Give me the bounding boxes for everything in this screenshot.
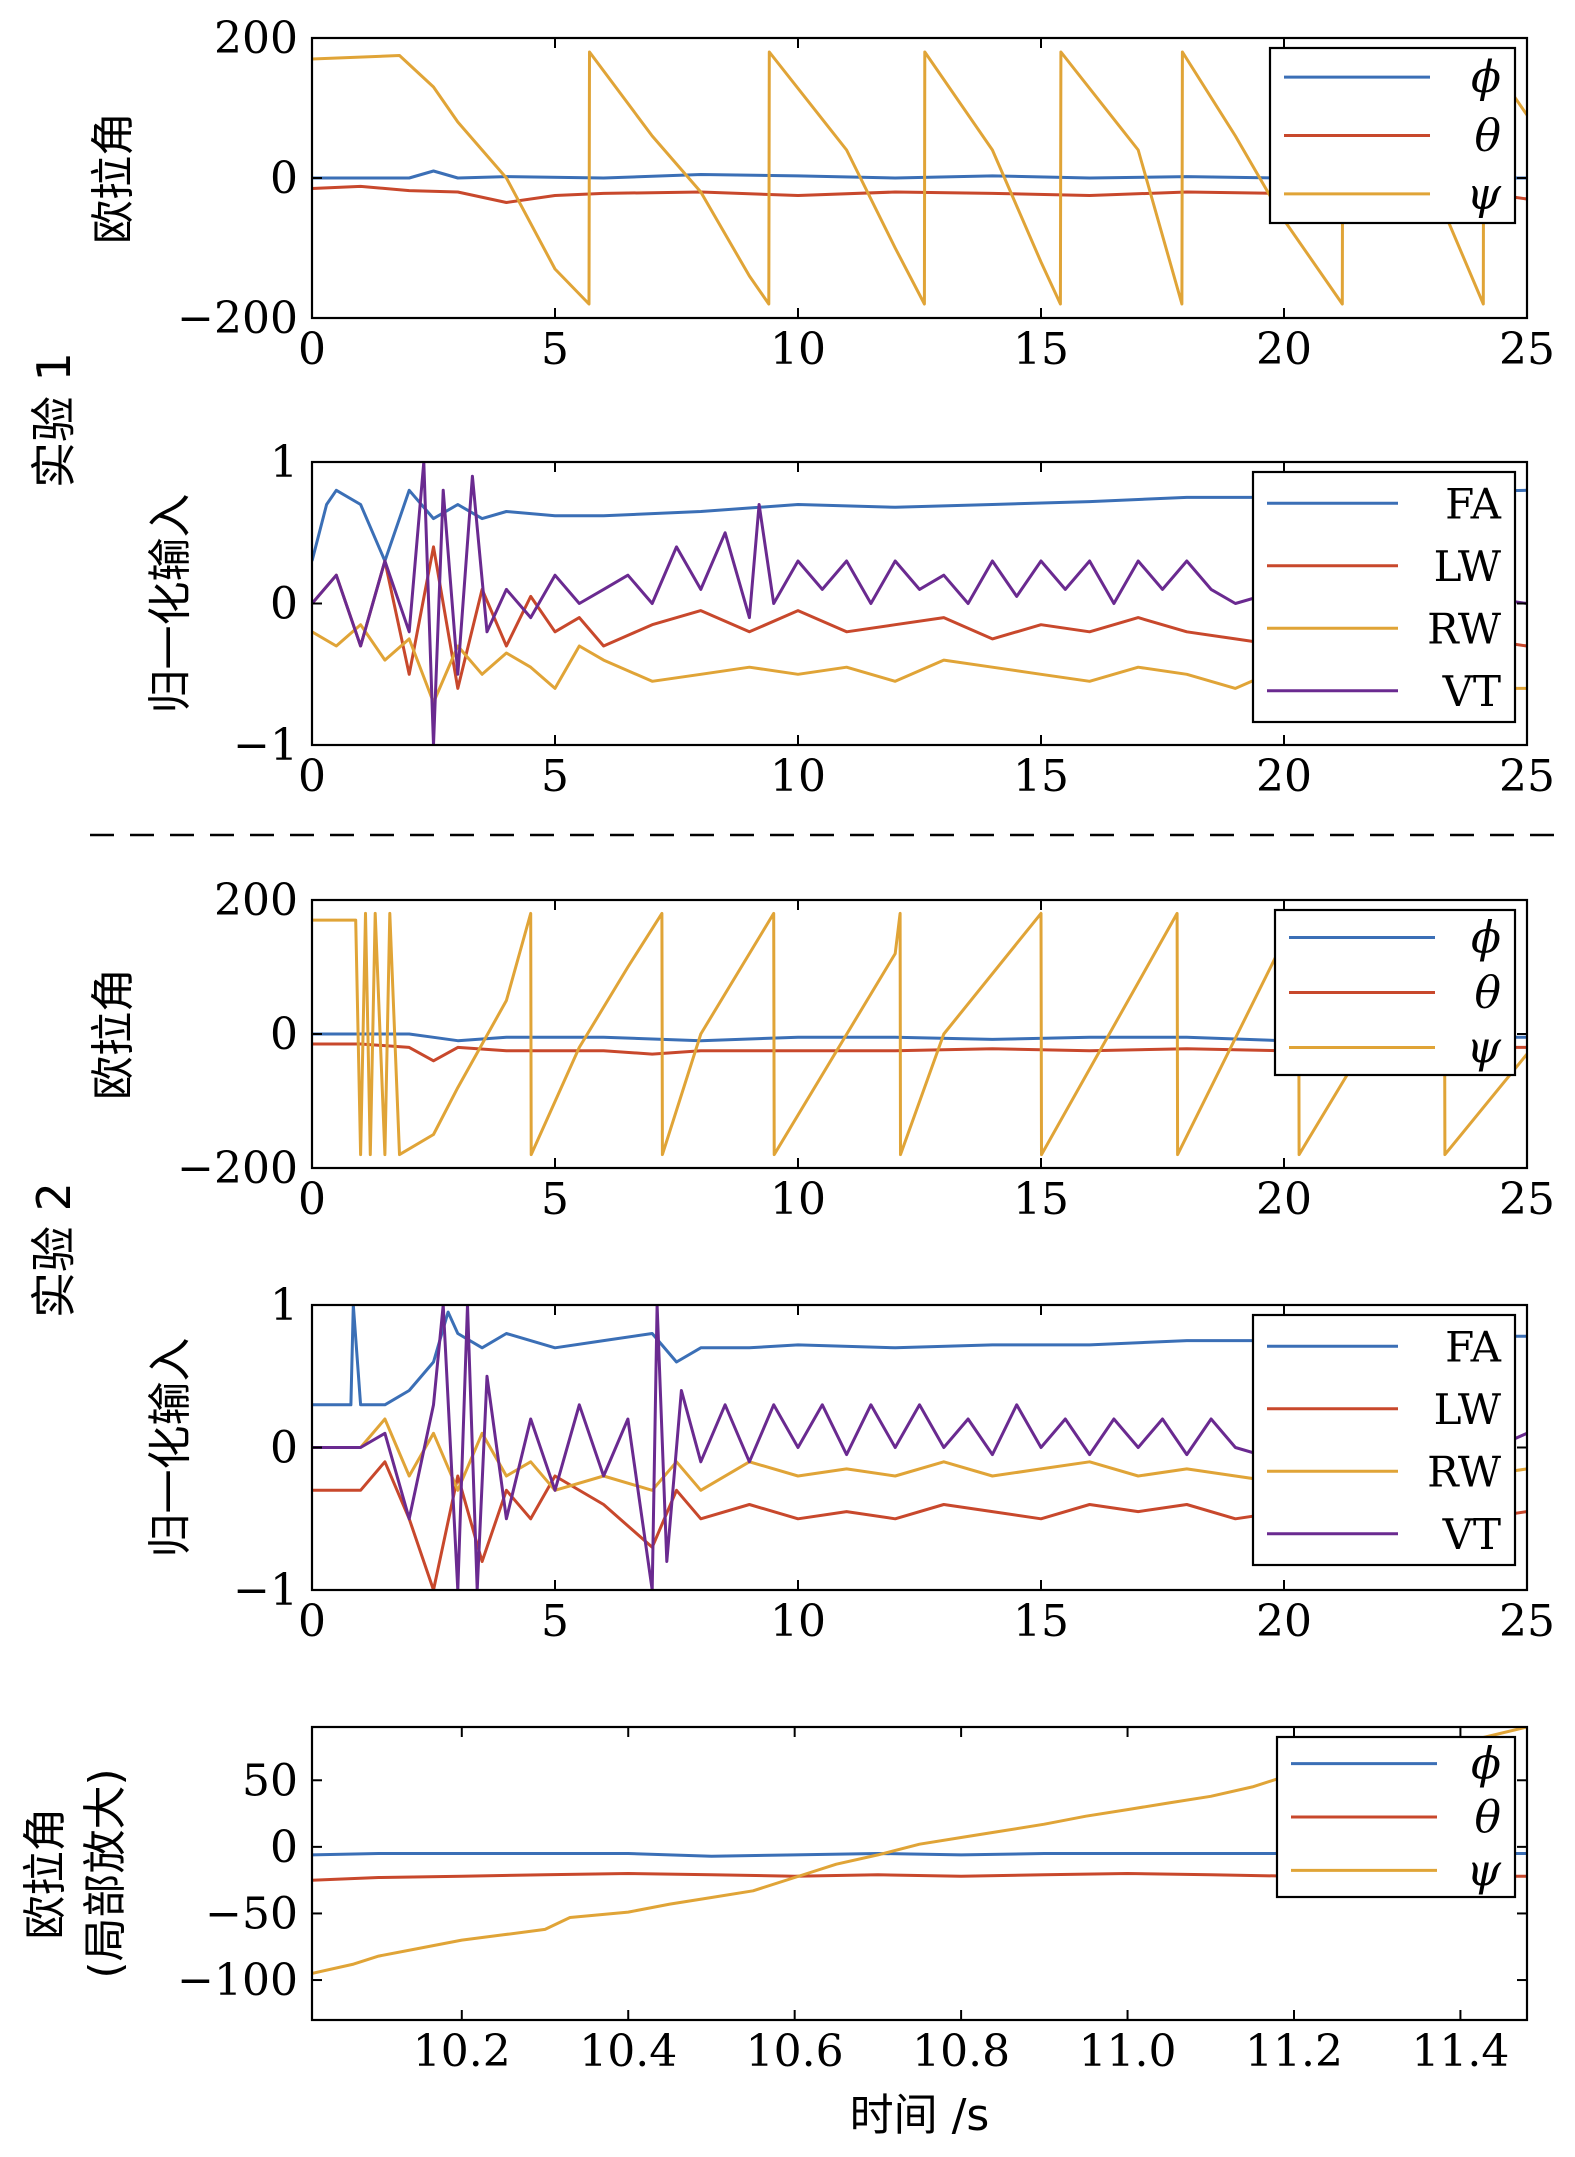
legend-label-theta: θ bbox=[1475, 968, 1502, 1019]
legend-label-psi: ψ bbox=[1466, 169, 1501, 220]
legend-label-VT: VT bbox=[1442, 667, 1501, 716]
y-axis-label: 欧拉角 bbox=[88, 968, 139, 1100]
y-tick-label: 200 bbox=[214, 13, 298, 64]
series-line-FA bbox=[312, 1305, 1527, 1407]
y-tick-label: 0 bbox=[270, 579, 298, 630]
y-tick-label: 0 bbox=[270, 1423, 298, 1474]
x-tick-label: 10 bbox=[770, 1174, 826, 1225]
x-tick-label: 15 bbox=[1013, 324, 1069, 375]
y-tick-label: 1 bbox=[270, 1280, 298, 1331]
legend: ϕθψ bbox=[1268, 46, 1517, 225]
legend-label-phi: ϕ bbox=[1471, 52, 1501, 103]
x-tick-label: 0 bbox=[298, 751, 326, 802]
legend-label-phi: ϕ bbox=[1471, 1739, 1501, 1790]
group-label-2: 实验 2 bbox=[27, 1182, 81, 1318]
x-tick-label: 25 bbox=[1499, 324, 1555, 375]
y-tick-label: 200 bbox=[214, 875, 298, 926]
x-tick-label: 11.4 bbox=[1411, 2026, 1509, 2077]
series-line-VT bbox=[312, 462, 1527, 745]
legend-label-VT: VT bbox=[1442, 1510, 1501, 1559]
legend-label-phi: ϕ bbox=[1471, 913, 1501, 964]
y-tick-label: −1 bbox=[233, 1565, 298, 1616]
x-tick-label: 20 bbox=[1256, 324, 1312, 375]
x-tick-label: 15 bbox=[1013, 751, 1069, 802]
legend-label-FA: FA bbox=[1445, 1322, 1501, 1371]
legend-label-psi: ψ bbox=[1466, 1023, 1501, 1074]
legend-label-theta: θ bbox=[1475, 1792, 1502, 1843]
x-tick-label: 0 bbox=[298, 1596, 326, 1647]
chart-exp2_euler_zoom: 10.2 10.4 10.6 10.8 11.0 11.2 11.4 −100 −50 0 50 欧拉… bbox=[20, 1725, 1529, 2141]
x-tick-label: 20 bbox=[1256, 751, 1312, 802]
x-tick-label: 20 bbox=[1256, 1174, 1312, 1225]
legend-label-psi: ψ bbox=[1466, 1845, 1501, 1896]
x-axis-label: 时间 /s bbox=[850, 2090, 990, 2141]
x-tick-label: 0 bbox=[298, 324, 326, 375]
y-tick-label: 0 bbox=[270, 1009, 298, 1060]
axes-frame bbox=[310, 1725, 1529, 2022]
x-tick-label: 10 bbox=[770, 1596, 826, 1647]
y-tick-label: 0 bbox=[270, 153, 298, 204]
x-tick-label: 10.8 bbox=[912, 2026, 1010, 2077]
x-tick-label: 5 bbox=[541, 1174, 569, 1225]
y-tick-label: −50 bbox=[205, 1888, 298, 1939]
x-tick-label: 20 bbox=[1256, 1596, 1312, 1647]
x-tick-label: 10.4 bbox=[579, 2026, 677, 2077]
legend-box bbox=[1251, 470, 1517, 724]
x-tick-label: 11.2 bbox=[1245, 2026, 1343, 2077]
y-tick-label: 1 bbox=[270, 437, 298, 488]
x-tick-label: 5 bbox=[541, 1596, 569, 1647]
group-label-1: 实验 1 bbox=[27, 352, 81, 488]
y-tick-label: −200 bbox=[177, 1143, 298, 1194]
x-tick-label: 25 bbox=[1499, 751, 1555, 802]
x-tick-label: 5 bbox=[541, 751, 569, 802]
x-tick-label: 10 bbox=[770, 751, 826, 802]
y-tick-label: −100 bbox=[177, 1955, 298, 2006]
series-line-psi bbox=[312, 911, 1527, 1157]
legend-label-LW: LW bbox=[1434, 1385, 1502, 1434]
legend-label-RW: RW bbox=[1427, 1447, 1502, 1496]
x-tick-label: 10 bbox=[770, 324, 826, 375]
y-tick-label: 50 bbox=[242, 1755, 298, 1806]
legend-box bbox=[1251, 1313, 1517, 1567]
series-line-VT bbox=[312, 1305, 1527, 1590]
x-tick-label: 5 bbox=[541, 324, 569, 375]
legend-label-FA: FA bbox=[1445, 479, 1501, 528]
x-tick-label: 10.2 bbox=[413, 2026, 511, 2077]
legend: FA LW RW VT bbox=[1251, 470, 1517, 724]
x-tick-label: 25 bbox=[1499, 1174, 1555, 1225]
x-tick-label: 15 bbox=[1013, 1174, 1069, 1225]
x-tick-label: 10.6 bbox=[746, 2026, 844, 2077]
y-axis-label: 欧拉角 bbox=[20, 1808, 71, 1940]
y-axis-label: 归一化输入 bbox=[145, 494, 196, 714]
y-tick-label: −1 bbox=[233, 720, 298, 771]
y-axis-label: 欧拉角 bbox=[88, 112, 139, 244]
legend: FA LW RW VT bbox=[1251, 1313, 1517, 1567]
legend-label-LW: LW bbox=[1434, 542, 1502, 591]
y-tick-label: 0 bbox=[270, 1822, 298, 1873]
legend: ϕθψ bbox=[1273, 908, 1517, 1077]
y-axis-label: 归一化输入 bbox=[145, 1338, 196, 1558]
legend: ϕθψ bbox=[1275, 1735, 1517, 1899]
series-line-psi bbox=[312, 50, 1527, 306]
x-tick-label: 15 bbox=[1013, 1596, 1069, 1647]
x-tick-label: 25 bbox=[1499, 1596, 1555, 1647]
series-line-FA bbox=[312, 488, 1527, 563]
legend-label-RW: RW bbox=[1427, 604, 1502, 653]
x-tick-label: 0 bbox=[298, 1174, 326, 1225]
x-tick-label: 11.0 bbox=[1079, 2026, 1177, 2077]
y-axis-label-line2: (局部放大) bbox=[80, 1768, 131, 1978]
y-tick-label: −200 bbox=[177, 293, 298, 344]
legend-label-theta: θ bbox=[1475, 111, 1502, 162]
